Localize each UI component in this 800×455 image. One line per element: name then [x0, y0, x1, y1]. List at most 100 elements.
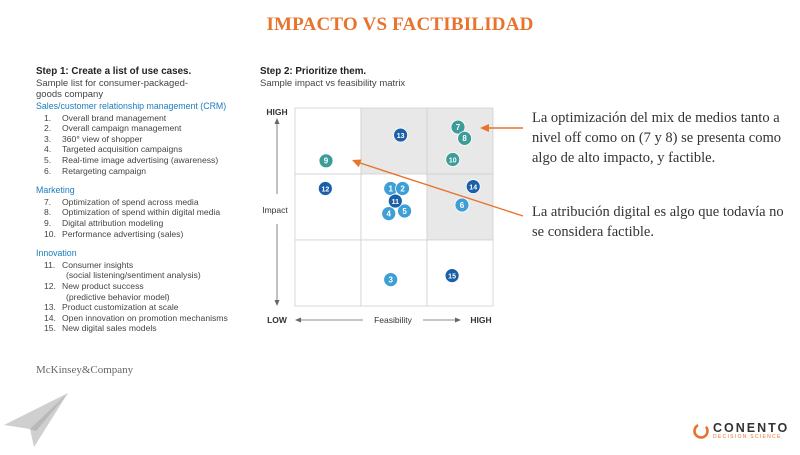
- section-title: Innovation: [36, 248, 77, 259]
- use-case-text: New digital sales models: [62, 323, 157, 334]
- use-case-point-label: 8: [462, 134, 467, 143]
- use-case-text: Real-time image advertising (awareness): [62, 154, 219, 165]
- use-case-text: Overall campaign management: [62, 123, 182, 134]
- use-case-point-label: 12: [321, 186, 329, 193]
- decorative-plane-icon: [4, 393, 68, 447]
- use-case-item: 5. Real-time image advertising (awareness…: [36, 155, 256, 166]
- step2-title: Step 2: Prioritize them.: [260, 66, 367, 77]
- use-case-number: 1.: [44, 112, 52, 123]
- step2-header: Step 2: Prioritize them. Sample impact v…: [260, 66, 405, 89]
- use-case-text: New product success: [62, 280, 144, 291]
- y-axis-high-label: HIGH: [266, 107, 287, 117]
- x-axis-high-label: HIGH: [470, 315, 491, 325]
- callout-media-mix: La optimización del mix de medios tanto …: [532, 110, 781, 166]
- step1-title: Step 1: Create a list of use cases.: [36, 66, 192, 77]
- source-mckinsey: McKinsey&Company: [36, 364, 134, 376]
- use-case-number: 5.: [44, 154, 52, 165]
- y-axis-arrowhead-down: [274, 300, 280, 306]
- step1-subtitle-line2: goods company: [36, 89, 104, 100]
- use-case-item: 3. 360° view of shopper: [36, 134, 256, 145]
- use-case-text: Optimization of spend across media: [62, 196, 199, 207]
- use-case-point: [450, 119, 466, 135]
- callout-digital-attribution: La atribución digital es algo que todaví…: [532, 204, 784, 240]
- use-case-number: 12.: [44, 280, 56, 291]
- use-case-point-label: 9: [324, 157, 329, 166]
- use-case-item: 14. Open innovation on promotion mechanis…: [36, 313, 256, 324]
- use-case-item: 1. Overall brand management: [36, 113, 256, 124]
- page-title: IMPACTO VS FACTIBILIDAD: [266, 14, 534, 35]
- use-case-number: 14.: [44, 312, 56, 323]
- use-case-item: 8. Optimization of spend within digital m…: [36, 207, 256, 218]
- use-case-item: 2. Overall campaign management: [36, 123, 256, 134]
- use-case-number: 8.: [44, 207, 52, 218]
- use-case-number: 10.: [44, 228, 56, 239]
- use-case-point-label: 6: [460, 201, 465, 210]
- use-case-text: Retargeting campaign: [62, 165, 147, 176]
- matrix-cell: [360, 107, 428, 175]
- use-case-item: 15. New digital sales models: [36, 323, 256, 334]
- use-case-point-label: 4: [386, 209, 391, 218]
- use-case-text: Performance advertising (sales): [62, 228, 184, 239]
- use-case-item: 4. Targeted acquisition campaigns: [36, 144, 256, 155]
- use-case-text: Digital attribution modeling: [62, 217, 164, 228]
- step2-subtitle: Sample impact vs feasibility matrix: [260, 77, 406, 89]
- conento-logo: CONENTO DECISION SCIENCE: [692, 422, 789, 440]
- use-case-number: 13.: [44, 302, 56, 313]
- use-case-text: Targeted acquisition campaigns: [62, 144, 183, 155]
- y-axis-arrowhead-up: [274, 118, 280, 124]
- use-case-text: Product customization at scale: [62, 302, 179, 313]
- use-case-number: 7.: [44, 196, 52, 207]
- use-case-point-label: 5: [402, 207, 407, 216]
- use-case-point: [444, 268, 460, 284]
- x-axis-low-label: LOW: [267, 315, 288, 325]
- use-case-text: Overall brand management: [62, 112, 167, 123]
- use-case-point-label: 14: [469, 184, 477, 191]
- matrix-cell: [426, 239, 494, 307]
- use-case-item: 13. Product customization at scale: [36, 302, 256, 313]
- use-case-point-label: 11: [392, 199, 400, 206]
- use-case-number: 2.: [44, 123, 52, 134]
- use-case-point: [317, 181, 333, 196]
- use-case-number: 11.: [44, 259, 56, 270]
- use-case-number: 9.: [44, 217, 52, 228]
- conento-logo-icon: [693, 423, 709, 439]
- use-case-point: [318, 153, 334, 169]
- use-case-list: Sales/customer relationship management (…: [36, 101, 256, 334]
- use-case-point-label: 13: [397, 133, 405, 140]
- step1-header: Step 1: Create a list of use cases. Samp…: [36, 66, 191, 101]
- x-axis-arrowhead-right: [455, 317, 461, 323]
- use-case-point-label: 2: [400, 184, 405, 193]
- use-case-item: 9. Digital attribution modeling: [36, 218, 256, 229]
- use-case-text: Open innovation on promotion mechanisms: [62, 312, 228, 323]
- matrix-cell: [294, 239, 362, 307]
- use-case-item: 12. New product success (predictive behavi…: [36, 281, 256, 302]
- step1-subtitle-line1: Sample list for consumer-packaged-: [36, 77, 189, 89]
- use-case-text: 360° view of shopper: [62, 133, 143, 144]
- use-case-point-label: 10: [449, 157, 457, 164]
- use-case-text: Consumer insights: [62, 259, 134, 270]
- use-case-point-label: 1: [388, 184, 393, 193]
- use-case-item: 11. Consumer insights (social listening/se…: [36, 260, 256, 281]
- use-case-point-label: 15: [448, 273, 456, 280]
- x-axis-label: Feasibility: [374, 315, 413, 325]
- use-case-subtext: (predictive behavior model): [66, 291, 170, 302]
- use-case-number: 4.: [44, 144, 52, 155]
- section-title: Marketing: [36, 185, 75, 196]
- use-case-number: 3.: [44, 133, 52, 144]
- use-case-point-label: 7: [456, 123, 461, 132]
- conento-logo-name: CONENTO: [713, 421, 790, 435]
- use-case-number: 6.: [44, 165, 52, 176]
- use-case-item: 7. Optimization of spend across media: [36, 197, 256, 208]
- conento-logo-tagline: DECISION SCIENCE: [713, 434, 782, 440]
- use-case-item: 6. Retargeting campaign: [36, 166, 256, 177]
- use-case-point: [383, 272, 399, 288]
- y-axis-label: Impact: [262, 205, 288, 215]
- use-case-text: Optimization of spend within digital med…: [62, 207, 221, 218]
- use-case-item: 10. Performance advertising (sales): [36, 229, 256, 240]
- use-case-number: 15.: [44, 323, 56, 334]
- use-case-point-label: 3: [388, 275, 393, 284]
- x-axis-arrowhead-left: [295, 317, 301, 323]
- use-case-point: [457, 130, 473, 146]
- use-case-point: [393, 127, 409, 143]
